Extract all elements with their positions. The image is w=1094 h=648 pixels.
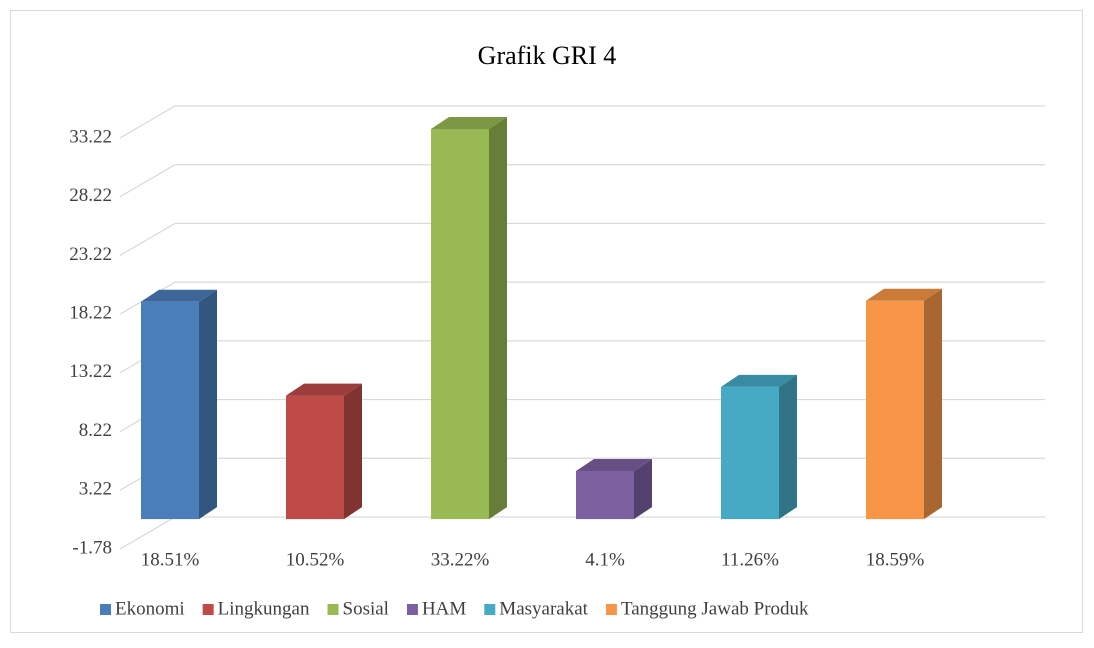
bar-front	[141, 301, 199, 520]
y-tick-label: 3.22	[79, 479, 112, 500]
bar-top	[286, 383, 362, 396]
bar-front	[576, 470, 634, 520]
x-tick-label: 11.26%	[721, 549, 779, 570]
legend-swatch	[605, 604, 617, 615]
bar-side	[634, 458, 652, 520]
legend-swatch	[100, 604, 111, 615]
bar	[866, 288, 942, 520]
bar	[141, 289, 217, 520]
bar	[286, 383, 362, 520]
grid-line	[119, 164, 1045, 198]
legend-swatch	[484, 604, 496, 615]
y-tick-label: -1.78	[72, 537, 112, 558]
bar-side	[344, 383, 362, 520]
bar-top	[866, 288, 942, 301]
bar	[576, 458, 652, 520]
legend-label: Lingkungan	[218, 598, 310, 619]
y-tick-label: 28.22	[69, 185, 112, 206]
x-tick-label: 4.1%	[585, 549, 625, 570]
grid-line	[119, 105, 1045, 139]
legend-swatch	[202, 604, 214, 615]
legend-label: Ekonomi	[115, 598, 185, 619]
bar-side	[199, 289, 217, 520]
x-tick-label: 10.52%	[286, 549, 345, 570]
legend-swatch	[327, 604, 339, 615]
bar-front	[866, 300, 924, 520]
bar	[431, 117, 507, 520]
x-tick-label: 33.22%	[431, 549, 490, 570]
y-tick-label: 13.22	[69, 361, 112, 382]
legend-label: HAM	[422, 598, 466, 619]
x-tick-label: 18.51%	[141, 549, 200, 570]
bar	[721, 374, 797, 520]
x-tick-label: 18.59%	[866, 549, 925, 570]
bar-top	[721, 374, 797, 387]
grid-line	[119, 281, 1045, 315]
bar-side	[779, 374, 797, 520]
legend-label: Tanggung Jawab Produk	[621, 598, 809, 619]
bar-top	[141, 289, 217, 302]
grid-line	[119, 222, 1045, 256]
bar-front	[286, 395, 344, 520]
bar-front	[431, 129, 489, 520]
bar-top	[431, 117, 507, 129]
bar-side	[489, 117, 507, 520]
legend-swatch	[406, 604, 418, 615]
chart-title: Grafik GRI 4	[478, 41, 617, 70]
y-tick-label: 8.22	[79, 420, 112, 441]
y-tick-label: 33.22	[69, 126, 112, 147]
legend-label: Masyarakat	[499, 598, 588, 619]
y-tick-label: 18.22	[69, 303, 112, 324]
bar-front	[721, 386, 779, 520]
y-tick-label: 23.22	[69, 244, 112, 265]
bar-side	[924, 288, 942, 520]
bar-top	[576, 458, 652, 471]
legend-label: Sosial	[343, 598, 389, 619]
